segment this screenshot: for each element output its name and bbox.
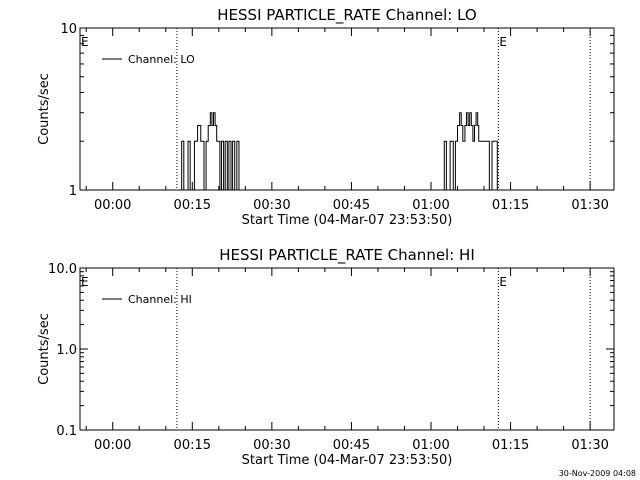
corner-event-label: E <box>81 275 89 289</box>
series-line <box>181 112 498 191</box>
y-tick-label: 0.1 <box>56 424 77 439</box>
x-tick-label: 00:00 <box>94 198 131 213</box>
legend-label: Channel: LO <box>128 53 195 66</box>
x-tick-label: 00:15 <box>174 438 211 453</box>
chart-title: HESSI PARTICLE_RATE Channel: LO <box>217 6 476 25</box>
x-tick-label: 01:30 <box>571 438 608 453</box>
x-tick-label: 01:00 <box>412 438 449 453</box>
x-tick-label: 01:15 <box>492 438 529 453</box>
x-tick-label: 00:15 <box>174 198 211 213</box>
x-axis-label: Start Time (04-Mar-07 23:53:50) <box>242 213 453 228</box>
x-tick-label: 00:45 <box>333 438 370 453</box>
x-tick-label: 01:00 <box>412 198 449 213</box>
event-marker-label: E <box>499 275 507 289</box>
x-axis-label: Start Time (04-Mar-07 23:53:50) <box>242 453 453 468</box>
x-tick-label: 00:45 <box>333 198 370 213</box>
x-tick-label: 00:00 <box>94 438 131 453</box>
y-tick-label: 1.0 <box>56 343 77 358</box>
x-tick-label: 00:30 <box>253 438 290 453</box>
y-tick-label: 1 <box>69 184 77 199</box>
y-tick-label: 10.0 <box>48 262 77 277</box>
x-tick-label: 01:30 <box>571 198 608 213</box>
y-axis-label: Counts/sec <box>37 73 52 145</box>
x-tick-label: 00:30 <box>253 198 290 213</box>
chart-title: HESSI PARTICLE_RATE Channel: HI <box>219 246 475 265</box>
footer-timestamp: 30-Nov-2009 04:08 <box>559 469 636 478</box>
event-marker-label: E <box>499 35 507 49</box>
x-tick-label: 01:15 <box>492 198 529 213</box>
y-tick-label: 10 <box>60 22 77 37</box>
legend-label: Channel: HI <box>128 293 192 306</box>
corner-event-label: E <box>81 35 89 49</box>
y-axis-label: Counts/sec <box>37 313 52 385</box>
